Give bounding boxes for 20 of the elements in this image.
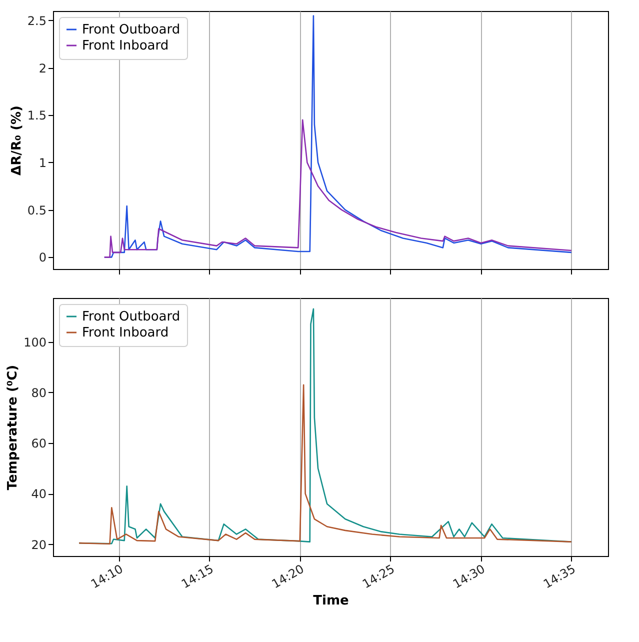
y-tick-label: 100: [24, 335, 46, 350]
line-series: [78, 384, 572, 544]
y-tick-label: 0.5: [27, 203, 46, 218]
y-tick-label: 60: [31, 436, 46, 451]
y-tick-label: 1: [38, 156, 46, 170]
y-tick-label: 80: [31, 386, 46, 400]
y-tick-label: 40: [31, 487, 46, 502]
y-tick-label: 20: [31, 538, 46, 552]
x-axis-title: Time: [313, 593, 350, 608]
legend-label: Front Outboard: [82, 310, 180, 324]
legend-label: Front Inboard: [82, 326, 169, 340]
y-axis-title: ΔR/R₀ (%): [9, 106, 24, 176]
line-series: [104, 119, 572, 258]
legend-label: Front Inboard: [82, 38, 169, 54]
y-tick-label: 2: [38, 61, 46, 76]
y-tick-label: 0: [38, 250, 46, 265]
y-tick-label: 1.5: [27, 108, 46, 123]
legend-label: Front Outboard: [82, 22, 180, 38]
y-tick-label: 2.5: [27, 14, 46, 28]
y-axis-title: Temperature (⁰C): [6, 364, 21, 490]
